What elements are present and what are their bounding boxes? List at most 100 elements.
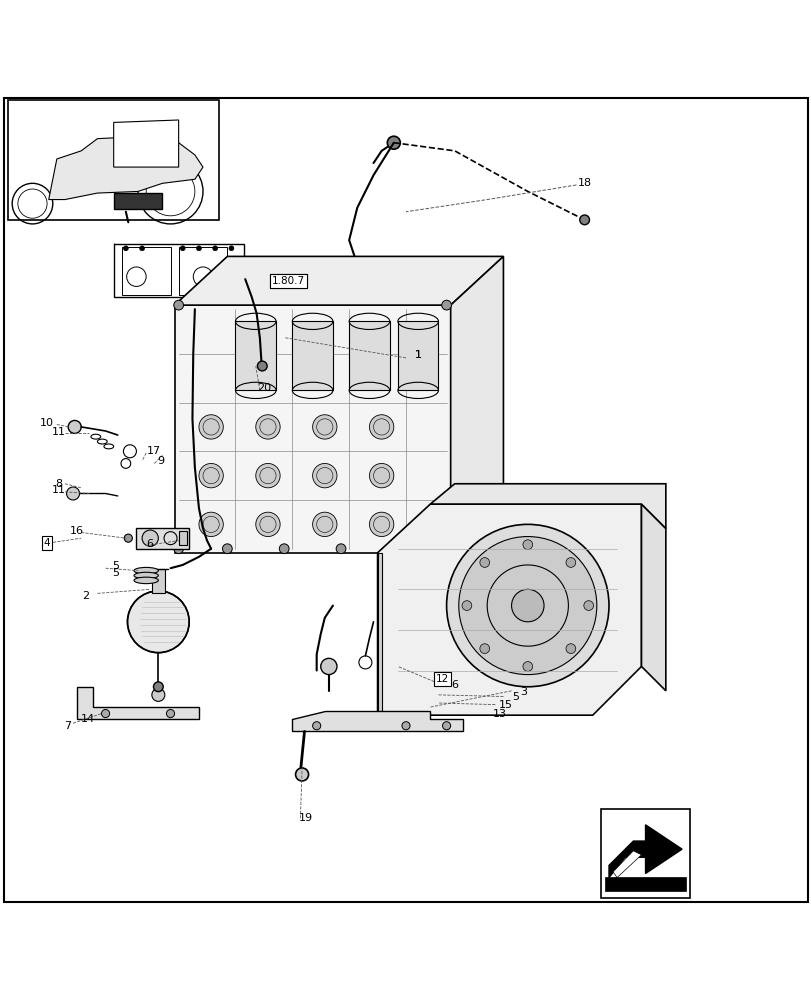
Circle shape: [199, 463, 223, 488]
Polygon shape: [174, 305, 450, 553]
Circle shape: [142, 530, 158, 546]
Text: 5: 5: [112, 568, 118, 578]
Bar: [114, 244, 243, 297]
Circle shape: [442, 722, 450, 730]
Circle shape: [387, 136, 400, 149]
Circle shape: [123, 246, 128, 251]
Bar: [377, 553, 381, 715]
Circle shape: [255, 415, 280, 439]
Text: 6: 6: [147, 539, 153, 549]
Circle shape: [522, 540, 532, 550]
Bar: [600, 809, 689, 898]
Circle shape: [369, 512, 393, 537]
Circle shape: [320, 658, 337, 675]
Ellipse shape: [134, 577, 158, 584]
Text: 8: 8: [55, 479, 62, 489]
Text: 15: 15: [498, 700, 513, 710]
Circle shape: [369, 463, 393, 488]
Circle shape: [393, 544, 402, 554]
Bar: [136, 528, 189, 549]
Circle shape: [212, 246, 217, 251]
Text: 12: 12: [436, 674, 448, 684]
Text: 1: 1: [414, 350, 421, 360]
Circle shape: [124, 534, 132, 542]
Text: 14: 14: [80, 714, 95, 724]
Polygon shape: [641, 504, 665, 691]
Text: 19: 19: [298, 813, 313, 823]
Circle shape: [458, 537, 596, 675]
Bar: [292, 321, 333, 390]
Circle shape: [279, 544, 289, 554]
Circle shape: [255, 463, 280, 488]
Circle shape: [174, 544, 183, 554]
Bar: [178, 247, 227, 295]
Text: 10: 10: [40, 418, 54, 428]
Bar: [178, 531, 187, 545]
Circle shape: [153, 682, 163, 692]
Polygon shape: [612, 851, 641, 878]
Circle shape: [139, 246, 144, 251]
Text: 17: 17: [147, 446, 161, 456]
Text: 5: 5: [512, 692, 518, 702]
Circle shape: [441, 300, 451, 310]
Text: 1.80.7: 1.80.7: [272, 276, 304, 286]
Circle shape: [565, 558, 575, 567]
Ellipse shape: [134, 572, 158, 579]
Text: 3: 3: [520, 687, 526, 697]
Circle shape: [229, 246, 234, 251]
Circle shape: [312, 722, 320, 730]
Bar: [397, 321, 438, 390]
Circle shape: [336, 544, 345, 554]
Polygon shape: [450, 256, 503, 553]
Polygon shape: [608, 825, 681, 878]
Circle shape: [522, 662, 532, 671]
Circle shape: [479, 644, 489, 653]
Circle shape: [312, 463, 337, 488]
Circle shape: [180, 246, 185, 251]
Circle shape: [222, 544, 232, 554]
Circle shape: [127, 591, 189, 653]
Circle shape: [312, 512, 337, 537]
Polygon shape: [49, 136, 203, 200]
Bar: [122, 247, 170, 295]
Circle shape: [199, 415, 223, 439]
Circle shape: [511, 589, 543, 622]
Text: 1: 1: [414, 350, 421, 360]
Text: 20: 20: [256, 383, 271, 393]
Circle shape: [441, 544, 451, 554]
Circle shape: [101, 709, 109, 718]
Circle shape: [401, 722, 410, 730]
Circle shape: [255, 512, 280, 537]
Circle shape: [461, 601, 471, 610]
Circle shape: [369, 415, 393, 439]
Circle shape: [579, 215, 589, 225]
Text: 7: 7: [64, 721, 71, 731]
Circle shape: [312, 415, 337, 439]
Text: 16: 16: [70, 526, 84, 536]
Circle shape: [68, 420, 81, 433]
Polygon shape: [174, 256, 503, 305]
Circle shape: [152, 688, 165, 701]
Bar: [8, 100, 219, 220]
Bar: [604, 877, 685, 891]
Ellipse shape: [134, 567, 158, 574]
Bar: [152, 569, 165, 593]
Text: 13: 13: [492, 709, 507, 719]
Circle shape: [565, 644, 575, 653]
Circle shape: [295, 768, 308, 781]
Text: 11: 11: [51, 485, 66, 495]
Bar: [235, 321, 276, 390]
Text: 18: 18: [577, 178, 591, 188]
Text: 1.80.7: 1.80.7: [272, 276, 304, 286]
Polygon shape: [114, 120, 178, 167]
Polygon shape: [114, 193, 162, 209]
Circle shape: [166, 709, 174, 718]
Circle shape: [479, 558, 489, 567]
Text: 4: 4: [44, 538, 50, 548]
Text: 2: 2: [82, 591, 88, 601]
Bar: [349, 321, 389, 390]
Text: 5: 5: [112, 561, 118, 571]
Polygon shape: [377, 504, 641, 715]
Circle shape: [446, 524, 608, 687]
Circle shape: [199, 512, 223, 537]
